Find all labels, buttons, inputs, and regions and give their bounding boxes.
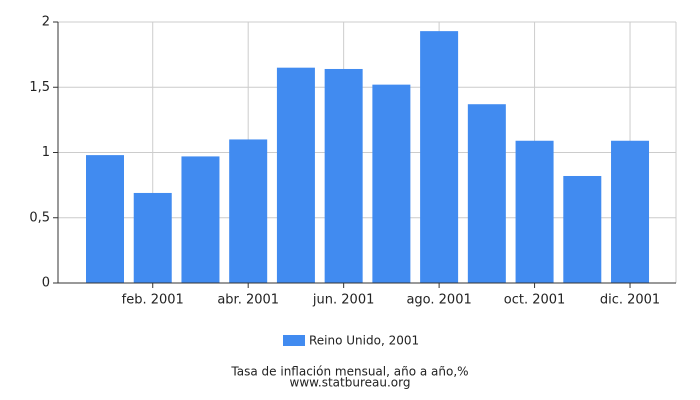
x-tick-label: feb. 2001 [122, 293, 184, 308]
y-tick-label: 1,5 [29, 80, 50, 95]
legend-label: Reino Unido, 2001 [309, 334, 419, 348]
y-tick-label: 0,5 [29, 210, 50, 225]
legend-swatch [283, 335, 305, 346]
bar [133, 192, 172, 283]
bar [420, 31, 459, 284]
bar [611, 140, 650, 283]
y-tick-label: 1 [42, 145, 50, 160]
source: www.statbureau.org [290, 376, 411, 390]
bar [515, 140, 554, 283]
bar [324, 68, 363, 283]
bars [86, 31, 650, 284]
axes: 0 0,5 1 1,5 2 feb. 2001 abr. 2001 jun. 2001 ago.… [29, 15, 676, 308]
bar [276, 67, 315, 283]
caption: Tasa de inflación mensual, año a año,% [230, 365, 468, 379]
x-tick-label: jun. 2001 [312, 293, 374, 308]
bar [467, 104, 506, 283]
x-tick-label: oct. 2001 [504, 293, 566, 308]
x-tick-label: ago. 2001 [406, 293, 471, 308]
bar [229, 139, 268, 283]
bar [86, 155, 124, 283]
bar [563, 175, 602, 283]
y-tick-label: 0 [42, 276, 50, 291]
bar [372, 84, 411, 283]
x-tick-label: abr. 2001 [217, 293, 279, 308]
bar [181, 156, 220, 283]
y-tick-label: 2 [42, 15, 50, 30]
x-tick-label: dic. 2001 [600, 293, 660, 308]
